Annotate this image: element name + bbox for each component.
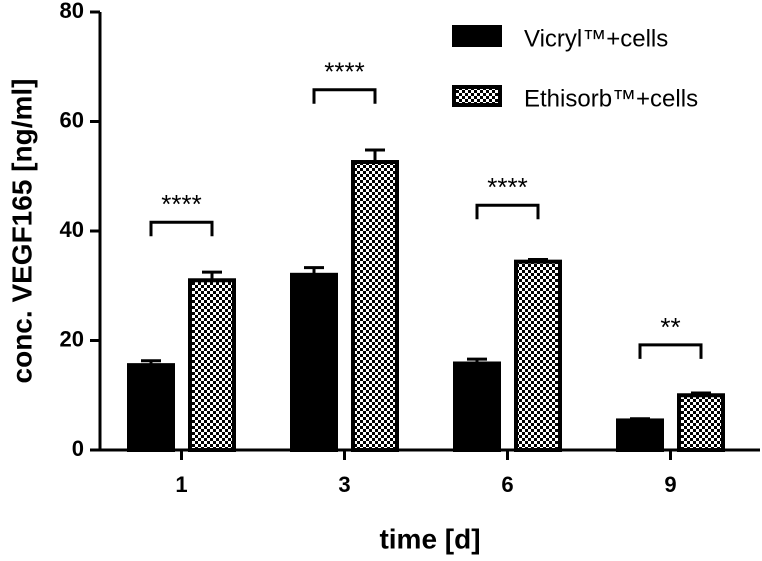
bar — [616, 418, 664, 452]
significance-label: **** — [161, 189, 201, 219]
legend-label: Ethisorb™+cells — [524, 85, 698, 112]
bar — [453, 361, 501, 452]
x-tick-label: 3 — [338, 472, 350, 497]
bar — [188, 278, 236, 452]
y-axis-title: conc. VEGF165 [ng/ml] — [6, 79, 37, 384]
bar — [127, 363, 175, 453]
y-tick-label: 40 — [60, 217, 84, 242]
bar — [290, 272, 338, 452]
significance-bracket — [638, 343, 703, 359]
legend-swatch — [452, 25, 502, 47]
bar — [514, 259, 562, 452]
significance-label: **** — [487, 172, 527, 202]
x-tick-label: 9 — [664, 472, 676, 497]
significance-label: ** — [660, 312, 680, 342]
y-tick-label: 80 — [60, 0, 84, 23]
legend-swatch — [452, 85, 502, 107]
y-tick-label: 0 — [72, 436, 84, 461]
significance-bracket — [475, 203, 540, 220]
bar — [677, 393, 725, 452]
y-tick-label: 60 — [60, 107, 84, 132]
significance-label: **** — [324, 57, 364, 87]
x-axis-title: time [d] — [379, 523, 480, 554]
x-tick-label: 1 — [175, 472, 187, 497]
x-tick-label: 6 — [501, 472, 513, 497]
legend-label: Vicryl™+cells — [524, 25, 668, 52]
bar — [351, 160, 399, 452]
significance-bracket — [149, 220, 214, 237]
y-tick-label: 20 — [60, 326, 84, 351]
significance-bracket — [312, 88, 377, 104]
